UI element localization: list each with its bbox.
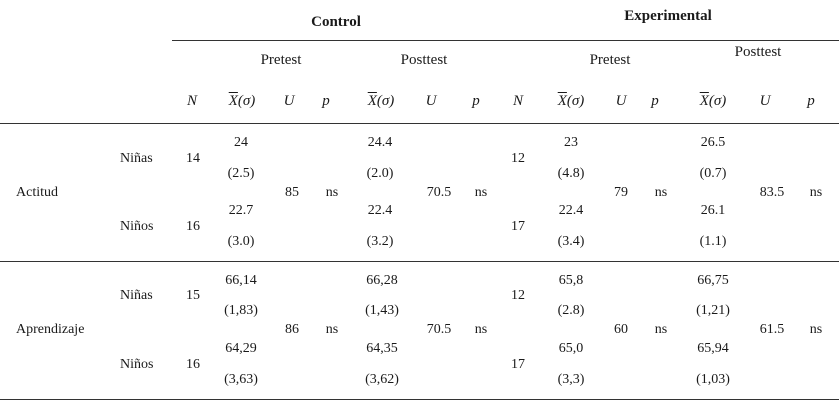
cell-n: 17 — [511, 357, 525, 372]
cell-mean: 24.4 — [367, 135, 393, 150]
cell-u: 83.5 — [759, 185, 785, 200]
cell-sd: (2.0) — [366, 166, 394, 181]
cell-mean: 66,28 — [366, 273, 398, 288]
cell-sd: (1,83) — [224, 303, 258, 318]
col-header-p: p — [322, 93, 330, 109]
phase-header-control-posttest: Posttest — [400, 52, 448, 68]
cell-sd: (3.2) — [366, 234, 394, 249]
col-header-p: p — [472, 93, 480, 109]
cell-u: 70.5 — [426, 185, 452, 200]
col-header-mean-sd: X(σ) — [228, 93, 256, 109]
col-header-mean-sd: X(σ) — [367, 93, 395, 109]
subrow-label: Niños — [120, 357, 154, 372]
cell-mean: 23 — [564, 135, 578, 150]
cell-sd: (3,62) — [365, 372, 399, 387]
row-label-actitud: Actitud — [16, 185, 58, 200]
cell-mean: 66,75 — [697, 273, 729, 288]
cell-n: 17 — [511, 219, 525, 234]
group-header-experimental: Experimental — [624, 8, 712, 24]
rule-bottom — [0, 399, 839, 400]
cell-n: 16 — [186, 219, 200, 234]
cell-mean: 26.5 — [700, 135, 726, 150]
phase-header-control-pretest: Pretest — [260, 52, 302, 68]
cell-p: ns — [474, 185, 488, 200]
phase-header-experimental-posttest: Posttest — [734, 44, 782, 60]
col-header-u: U — [615, 93, 627, 109]
cell-u: 85 — [285, 185, 299, 200]
col-header-u: U — [759, 93, 771, 109]
cell-p: ns — [654, 185, 668, 200]
cell-n: 16 — [186, 357, 200, 372]
cell-u: 60 — [614, 322, 628, 337]
row-label-aprendizaje: Aprendizaje — [16, 322, 85, 337]
cell-mean: 22.4 — [558, 203, 584, 218]
group-header-control: Control — [311, 14, 361, 30]
cell-p: ns — [474, 322, 488, 337]
col-header-u: U — [283, 93, 295, 109]
cell-mean: 22.4 — [367, 203, 393, 218]
col-header-p: p — [807, 93, 815, 109]
rule-section-divider — [0, 261, 839, 262]
phase-header-experimental-pretest: Pretest — [589, 52, 631, 68]
cell-mean: 64,35 — [366, 341, 398, 356]
cell-sd: (1,43) — [365, 303, 399, 318]
col-header-p: p — [651, 93, 659, 109]
col-header-mean-sd: X(σ) — [557, 93, 585, 109]
cell-p: ns — [325, 322, 339, 337]
cell-sd: (1,03) — [696, 372, 730, 387]
rule-top-right — [172, 40, 839, 41]
cell-mean: 26.1 — [700, 203, 726, 218]
subrow-label: Niños — [120, 219, 154, 234]
cell-sd: (2.5) — [227, 166, 255, 181]
cell-mean: 65,8 — [558, 273, 584, 288]
cell-p: ns — [654, 322, 668, 337]
cell-u: 79 — [614, 185, 628, 200]
cell-u: 70.5 — [426, 322, 452, 337]
cell-sd: (3,63) — [224, 372, 258, 387]
cell-mean: 64,29 — [225, 341, 257, 356]
cell-n: 12 — [511, 151, 525, 166]
cell-n: 15 — [186, 288, 200, 303]
cell-mean: 22.7 — [228, 203, 254, 218]
col-header-u: U — [425, 93, 437, 109]
subrow-label: Niñas — [120, 151, 153, 166]
rule-header-bottom — [0, 123, 839, 124]
cell-p: ns — [325, 185, 339, 200]
cell-sd: (0.7) — [699, 166, 727, 181]
col-header-mean-sd: X(σ) — [699, 93, 727, 109]
cell-n: 12 — [511, 288, 525, 303]
cell-sd: (3.4) — [557, 234, 585, 249]
cell-u: 86 — [285, 322, 299, 337]
cell-p: ns — [809, 185, 823, 200]
cell-sd: (3.0) — [227, 234, 255, 249]
subrow-label: Niñas — [120, 288, 153, 303]
cell-u: 61.5 — [759, 322, 785, 337]
cell-mean: 65,0 — [558, 341, 584, 356]
cell-sd: (3,3) — [557, 372, 585, 387]
cell-mean: 66,14 — [225, 273, 257, 288]
cell-sd: (4.8) — [557, 166, 585, 181]
cell-mean: 65,94 — [697, 341, 729, 356]
cell-sd: (1.1) — [699, 234, 727, 249]
cell-sd: (1,21) — [696, 303, 730, 318]
cell-mean: 24 — [234, 135, 248, 150]
col-header-n: N — [512, 93, 524, 109]
cell-n: 14 — [186, 151, 200, 166]
col-header-n: N — [186, 93, 198, 109]
cell-p: ns — [809, 322, 823, 337]
cell-sd: (2.8) — [557, 303, 585, 318]
